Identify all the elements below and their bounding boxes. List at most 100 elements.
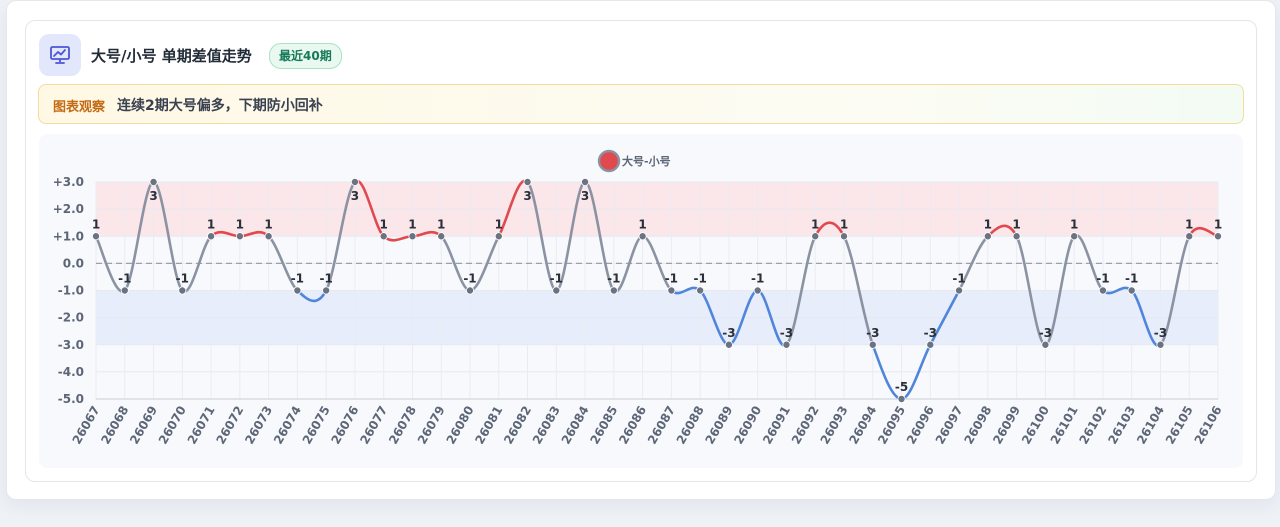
data-label: 1 (264, 217, 272, 231)
data-point (783, 341, 790, 348)
data-point (984, 233, 991, 240)
data-point (754, 287, 761, 294)
data-point (150, 178, 157, 185)
data-label: 1 (1214, 217, 1222, 231)
data-point (898, 395, 905, 402)
data-label: 1 (207, 217, 215, 231)
data-point (265, 233, 272, 240)
data-point (869, 341, 876, 348)
data-label: -1 (607, 272, 620, 286)
data-point (639, 233, 646, 240)
data-point (236, 233, 243, 240)
data-label: 1 (495, 217, 503, 231)
data-label: -3 (780, 326, 793, 340)
x-tick-label: 26106 (1192, 404, 1225, 447)
data-label: -1 (952, 272, 965, 286)
data-point (955, 287, 962, 294)
chart-title: 大号/小号 单期差值走势 (91, 45, 252, 66)
data-label: 1 (811, 217, 819, 231)
data-point (725, 341, 732, 348)
data-label: 1 (1185, 217, 1193, 231)
data-label: -1 (550, 272, 563, 286)
y-tick-label: +2.0 (53, 202, 84, 216)
chart-card: 大号/小号 单期差值走势 最近40期 图表观察 连续2期大号偏多，下期防小回补 … (25, 20, 1257, 482)
data-label: 1 (92, 217, 100, 231)
data-label: -3 (924, 326, 937, 340)
y-tick-label: +1.0 (53, 229, 84, 243)
data-label: -3 (722, 326, 735, 340)
presentation-chart-icon (39, 34, 81, 76)
data-point (179, 287, 186, 294)
data-point (697, 287, 704, 294)
data-label: -1 (1096, 272, 1109, 286)
series-line-segment (384, 236, 413, 240)
data-label: 1 (437, 217, 445, 231)
data-label: -3 (1039, 326, 1052, 340)
data-label: -1 (751, 272, 764, 286)
data-point (1042, 341, 1049, 348)
data-label: -1 (118, 272, 131, 286)
data-label: -1 (1125, 272, 1138, 286)
data-point (323, 287, 330, 294)
legend-marker (599, 151, 619, 171)
page-panel: 大号/小号 单期差值走势 最近40期 图表观察 连续2期大号偏多，下期防小回补 … (6, 0, 1276, 500)
data-label: -1 (176, 272, 189, 286)
y-tick-label: +3.0 (53, 175, 84, 189)
data-label: 1 (638, 217, 646, 231)
data-point (927, 341, 934, 348)
data-point (294, 287, 301, 294)
data-point (524, 178, 531, 185)
data-label: -3 (866, 326, 879, 340)
data-point (1128, 287, 1135, 294)
data-label: -5 (895, 380, 908, 394)
y-tick-label: -2.0 (58, 311, 84, 325)
y-tick-label: 0.0 (63, 256, 84, 270)
data-label: 3 (581, 189, 589, 203)
data-label: 3 (351, 189, 359, 203)
data-label: 3 (149, 189, 157, 203)
data-label: -1 (693, 272, 706, 286)
data-label: 1 (984, 217, 992, 231)
observation-text: 连续2期大号偏多，下期防小回补 (117, 95, 323, 115)
data-label: 1 (380, 217, 388, 231)
data-label: -1 (319, 272, 332, 286)
data-point (840, 233, 847, 240)
data-point (495, 233, 502, 240)
y-tick-label: -4.0 (58, 365, 84, 379)
data-point (1071, 233, 1078, 240)
data-point (1186, 233, 1193, 240)
data-label: 3 (523, 189, 531, 203)
data-label: -1 (291, 272, 304, 286)
data-label: 1 (1012, 217, 1020, 231)
y-tick-label: -3.0 (58, 338, 84, 352)
data-point (409, 233, 416, 240)
period-badge: 最近40期 (269, 43, 342, 69)
data-point (610, 287, 617, 294)
data-point (581, 178, 588, 185)
data-point (380, 233, 387, 240)
data-point (1013, 233, 1020, 240)
y-tick-label: -1.0 (58, 284, 84, 298)
data-point (438, 233, 445, 240)
data-point (121, 287, 128, 294)
data-point (1214, 233, 1221, 240)
data-point (351, 178, 358, 185)
data-point (553, 287, 560, 294)
data-point (466, 287, 473, 294)
observation-label: 图表观察 (53, 96, 105, 115)
data-point (668, 287, 675, 294)
data-label: -1 (665, 272, 678, 286)
chart-area: +3.0 +2.0 +1.0 0.0 -1.0 -2.0 -3.0 -4.0 -5.0 26067… (39, 134, 1243, 468)
legend-label: 大号-小号 (622, 154, 671, 168)
data-label: 1 (236, 217, 244, 231)
observation-note: 图表观察 连续2期大号偏多，下期防小回补 (38, 84, 1244, 124)
line-chart: +3.0+2.0+1.00.0-1.0-2.0-3.0-4.0-5.026067… (39, 134, 1243, 468)
data-label: 1 (840, 217, 848, 231)
data-label: 1 (408, 217, 416, 231)
data-label: -3 (1154, 326, 1167, 340)
data-point (207, 233, 214, 240)
data-label: -1 (463, 272, 476, 286)
data-label: 1 (1070, 217, 1078, 231)
data-point (92, 233, 99, 240)
data-point (1099, 287, 1106, 294)
